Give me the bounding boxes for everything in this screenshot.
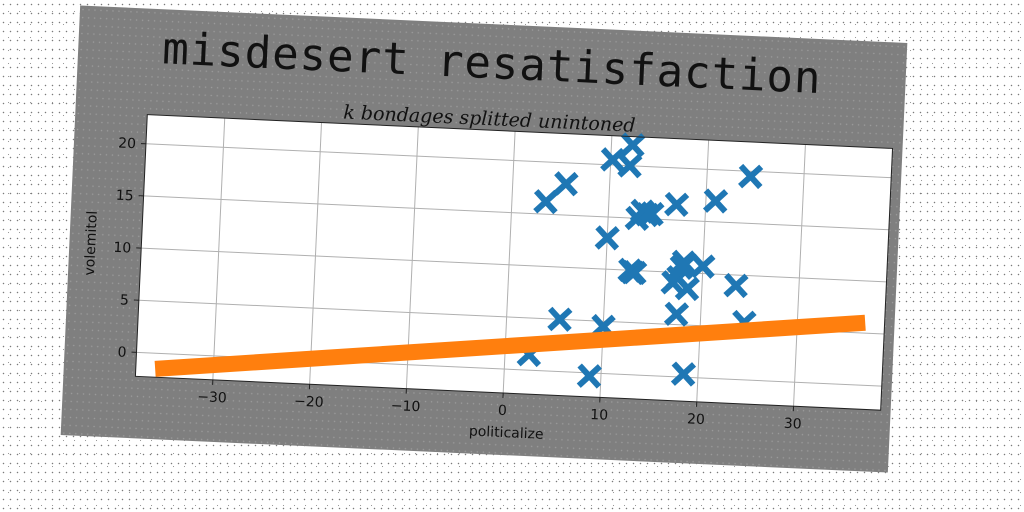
- scatter-point: [553, 171, 579, 197]
- scatter-point: [600, 147, 626, 173]
- x-gridline: [599, 135, 613, 398]
- x-tick-label: 0: [498, 403, 508, 419]
- x-gridline: [212, 118, 226, 380]
- y-gridline: [143, 195, 889, 231]
- scatter-point: [723, 272, 749, 299]
- scatter-point: [617, 153, 643, 179]
- scatter-point: [702, 188, 729, 214]
- trend-line: [154, 314, 866, 377]
- x-tick-label: −10: [390, 398, 420, 415]
- scatter-plot: −30 −20 −10 0 10 20 30 0 5 10 15 20 politicalize vo…: [82, 114, 894, 443]
- plot-frame: [134, 114, 894, 411]
- y-tick-label: 10: [113, 240, 132, 257]
- scatter-point: [639, 201, 665, 227]
- x-axis-label: politicalize: [469, 424, 544, 443]
- ticks: −30 −20 −10 0 10 20 30 0 5 10 15 20: [113, 136, 802, 433]
- scatter-point: [622, 259, 648, 286]
- scatter-point: [533, 189, 559, 215]
- scatter-point: [620, 132, 646, 158]
- y-gridline: [145, 143, 892, 179]
- y-axis-label: volemitol: [82, 210, 101, 275]
- x-tick-label: 10: [590, 407, 609, 424]
- y-gridline: [141, 247, 887, 283]
- scatter-point: [664, 191, 690, 218]
- scatter-point: [738, 163, 764, 190]
- y-tick-label: 20: [118, 136, 137, 153]
- data-layer: [154, 132, 866, 389]
- scatter-point: [547, 306, 573, 332]
- x-gridline: [696, 140, 710, 402]
- x-tick-label: 30: [783, 416, 802, 433]
- scatter-point: [670, 361, 697, 387]
- x-tick-label: 20: [687, 411, 706, 428]
- scatter-point: [663, 301, 690, 327]
- scatter-point: [674, 275, 700, 302]
- scatter-point: [594, 225, 620, 251]
- x-tick-label: −20: [294, 394, 324, 411]
- x-tick-label: −30: [197, 389, 227, 406]
- scatter-point: [671, 249, 697, 275]
- y-tick-label: 15: [115, 188, 134, 205]
- y-tick-label: 0: [117, 344, 127, 360]
- chart-figure: misdesert resatisfaction k bondages spli…: [60, 5, 908, 473]
- x-gridline: [793, 144, 806, 407]
- scatter-point: [690, 253, 716, 279]
- x-gridline: [309, 122, 323, 385]
- y-tick-label: 5: [120, 292, 130, 308]
- scatter-point: [576, 363, 602, 389]
